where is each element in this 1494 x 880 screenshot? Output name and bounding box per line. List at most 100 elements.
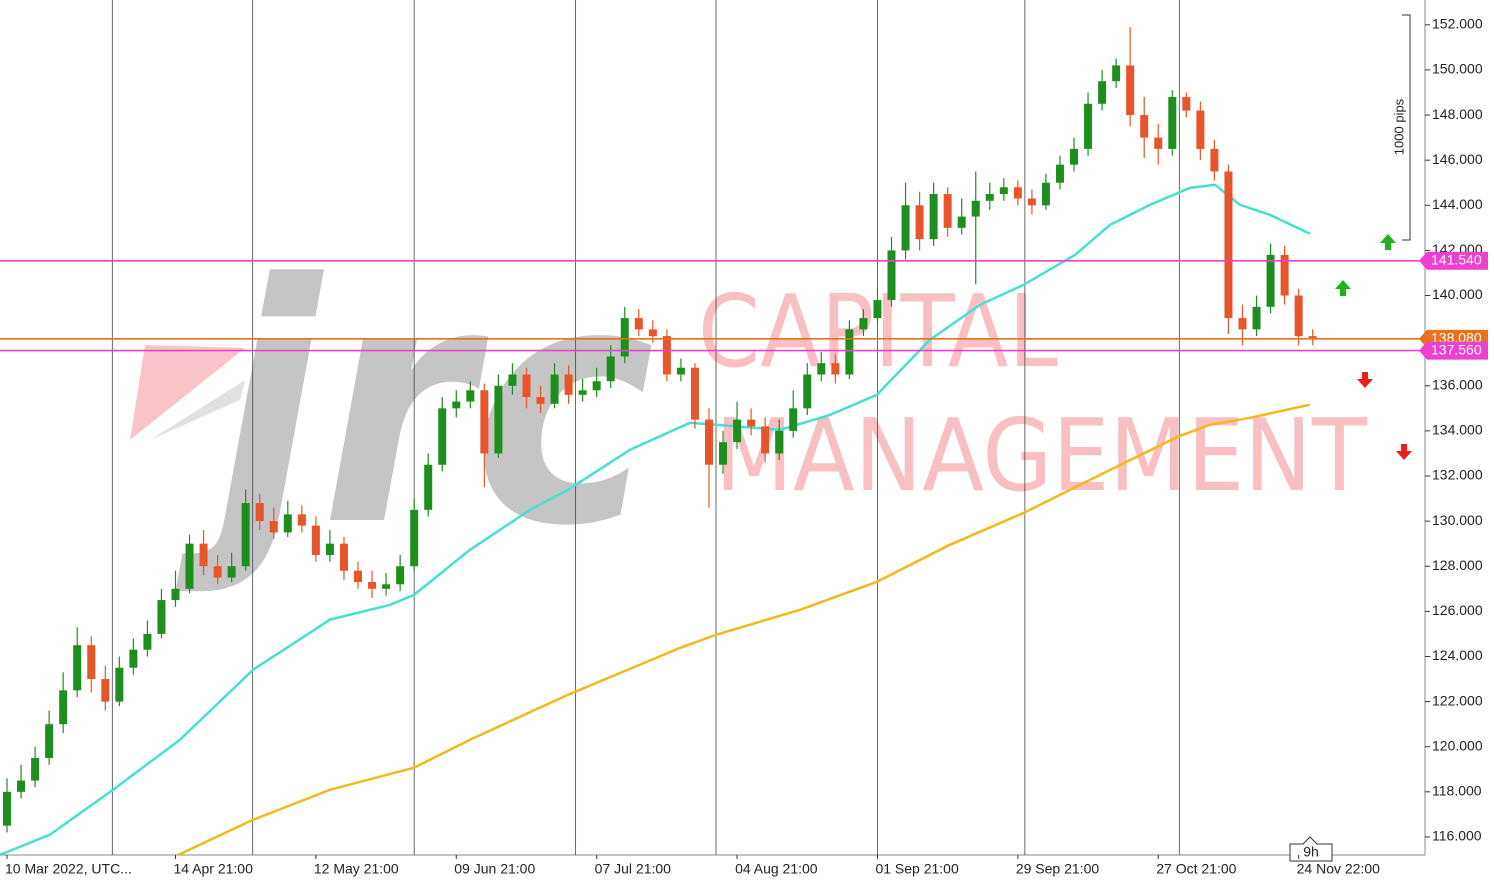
candle-body xyxy=(424,464,433,510)
candle-body xyxy=(592,381,601,391)
level-badge xyxy=(1419,251,1488,270)
candle-body xyxy=(789,408,798,431)
candle-body xyxy=(1154,137,1163,149)
candle-body xyxy=(887,250,896,301)
candle-body xyxy=(339,543,348,571)
candle-body xyxy=(1027,198,1036,206)
x-tick-label: 04 Aug 21:00 xyxy=(735,861,818,877)
candle-body xyxy=(775,430,784,454)
candle-body xyxy=(1013,187,1022,199)
candle-body xyxy=(985,194,994,201)
candle-body xyxy=(199,543,208,567)
candle-body xyxy=(620,318,629,357)
candle-body xyxy=(1196,110,1205,149)
x-tick-label: 01 Sep 21:00 xyxy=(875,861,959,877)
candle-body xyxy=(17,780,26,792)
y-tick-label: 122.000 xyxy=(1432,692,1483,708)
candle-body xyxy=(129,649,138,668)
candle-body xyxy=(31,757,40,781)
candle-body xyxy=(747,419,756,427)
candle-body xyxy=(1210,148,1219,172)
candle-body xyxy=(1055,164,1064,183)
candle-body xyxy=(1182,97,1191,111)
timeframe-label: 9h xyxy=(1303,844,1319,860)
logo-shade xyxy=(150,380,245,440)
candle-body xyxy=(157,600,166,634)
candle-body xyxy=(45,724,54,758)
candle-body xyxy=(143,633,152,650)
candle-body xyxy=(311,525,320,555)
y-tick-label: 118.000 xyxy=(1432,783,1482,799)
candle-body xyxy=(704,419,713,465)
candle-body xyxy=(494,385,503,454)
candle-body xyxy=(241,503,250,567)
candle-body xyxy=(3,791,12,826)
x-tick-label: 29 Sep 21:00 xyxy=(1016,861,1100,877)
y-tick-label: 144.000 xyxy=(1432,196,1483,212)
x-tick-label: 27 Oct 21:00 xyxy=(1156,861,1236,877)
candle-body xyxy=(466,390,475,402)
candle-body xyxy=(1041,182,1050,206)
watermark-line1: CAPITAL xyxy=(698,273,1058,390)
candle-body xyxy=(676,367,685,375)
timeframe-box xyxy=(1289,836,1333,862)
candle-body xyxy=(1294,295,1303,337)
candle-body xyxy=(115,667,124,702)
candle-body xyxy=(817,363,826,375)
candle-body xyxy=(578,390,587,395)
y-tick-label: 152.000 xyxy=(1432,16,1483,32)
y-tick-label: 130.000 xyxy=(1432,512,1483,528)
candle-body xyxy=(480,390,489,454)
y-tick-label: 128.000 xyxy=(1432,557,1483,573)
candle-body xyxy=(1308,336,1317,339)
y-tick-label: 148.000 xyxy=(1432,106,1483,122)
candle-body xyxy=(59,690,68,725)
x-tick-label: 09 Jun 21:00 xyxy=(454,861,535,877)
candle-body xyxy=(1280,254,1289,296)
candle-body xyxy=(269,521,278,533)
level-label: 138.080 xyxy=(1431,330,1482,346)
candle-body xyxy=(550,374,559,404)
candle-body xyxy=(227,566,236,578)
candle-body xyxy=(662,336,671,375)
y-tick-label: 150.000 xyxy=(1432,61,1483,77)
candle-body xyxy=(522,374,531,398)
candle-body xyxy=(564,374,573,395)
candle-body xyxy=(368,582,377,589)
candle-body xyxy=(213,566,222,578)
candle-body xyxy=(171,588,180,601)
candle-body xyxy=(508,374,517,386)
moving-average xyxy=(177,403,1311,857)
up-arrow xyxy=(1380,234,1396,250)
candle-body xyxy=(845,329,854,375)
candle-body xyxy=(831,363,840,375)
candle-body xyxy=(1084,103,1093,149)
candle-body xyxy=(915,205,924,240)
candle-body xyxy=(648,329,657,337)
candle-body xyxy=(283,514,292,533)
candle-body xyxy=(1168,97,1177,149)
pips-bracket xyxy=(1402,14,1411,241)
candle-body xyxy=(396,566,405,585)
candle-body xyxy=(1140,115,1149,138)
logo-triangle xyxy=(130,345,245,440)
level-badge xyxy=(1419,341,1488,360)
plot-area xyxy=(0,0,1425,857)
candle-body xyxy=(325,543,334,555)
y-tick-label: 146.000 xyxy=(1432,151,1483,167)
up-arrow xyxy=(1335,280,1351,296)
y-tick-label: 132.000 xyxy=(1432,467,1483,483)
candle-body xyxy=(957,216,966,228)
y-tick-label: 124.000 xyxy=(1432,647,1483,663)
candle-body xyxy=(634,318,643,330)
y-tick-label: 120.000 xyxy=(1432,737,1483,753)
candle-body xyxy=(1252,306,1261,330)
candle-body xyxy=(1098,81,1107,104)
down-arrow xyxy=(1357,372,1373,388)
candle-body xyxy=(382,584,391,589)
candle-body xyxy=(354,570,363,583)
candle-body xyxy=(859,318,868,330)
x-tick-label: 14 Apr 21:00 xyxy=(173,861,253,877)
candle-body xyxy=(999,187,1008,195)
candle-body xyxy=(901,205,910,251)
